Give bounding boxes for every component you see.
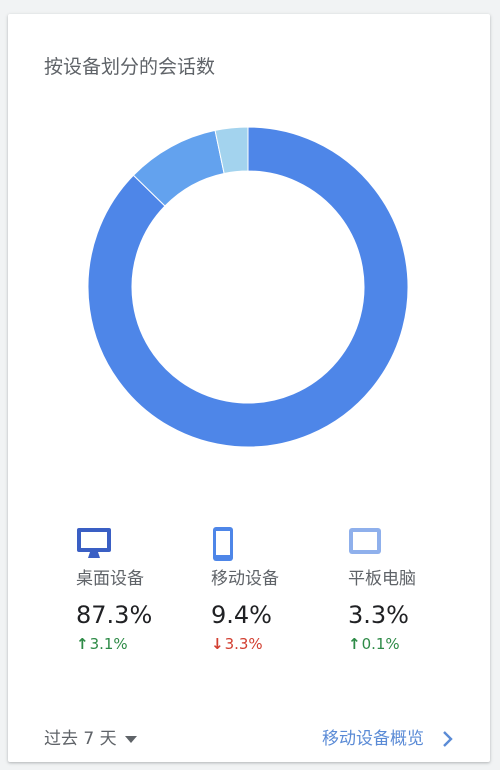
- legend-item-desktop: 桌面设备 87.3% ↑3.1%: [76, 526, 216, 653]
- mobile-overview-link[interactable]: 移动设备概览: [322, 724, 454, 749]
- desktop-icon: [76, 526, 216, 562]
- legend-item-mobile: 移动设备 9.4% ↓3.3%: [211, 526, 351, 653]
- legend-delta: ↑0.1%: [348, 635, 400, 653]
- arrow-down-icon: ↓: [211, 635, 224, 653]
- donut-slice-0[interactable]: [87, 126, 409, 448]
- legend-label: 桌面设备: [76, 569, 144, 589]
- legend-value: 9.4%: [211, 601, 272, 629]
- legend-value: 87.3%: [76, 601, 153, 629]
- tablet-icon: [348, 526, 488, 562]
- caret-down-icon: [124, 735, 137, 743]
- legend-value: 3.3%: [348, 601, 409, 629]
- donut-chart: [87, 126, 409, 448]
- mobile-overview-label: 移动设备概览: [322, 729, 424, 749]
- legend-label: 移动设备: [211, 569, 279, 589]
- date-range-label: 过去 7 天: [44, 729, 117, 749]
- legend-item-tablet: 平板电脑 3.3% ↑0.1%: [348, 526, 488, 653]
- date-range-dropdown[interactable]: 过去 7 天: [44, 724, 137, 749]
- card-footer: 过去 7 天 移动设备概览: [8, 714, 490, 754]
- chevron-right-icon: [443, 731, 453, 747]
- legend-delta: ↓3.3%: [211, 635, 263, 653]
- arrow-up-icon: ↑: [348, 635, 361, 653]
- mobile-icon: [211, 526, 351, 562]
- arrow-up-icon: ↑: [76, 635, 89, 653]
- donut-slice-2[interactable]: [214, 126, 249, 175]
- legend-label: 平板电脑: [348, 569, 416, 589]
- sessions-by-device-card: 按设备划分的会话数 桌面设备 87.3% ↑3.1% 移动设备 9.4%: [8, 14, 490, 762]
- legend-delta: ↑3.1%: [76, 635, 128, 653]
- card-title: 按设备划分的会话数: [44, 56, 216, 78]
